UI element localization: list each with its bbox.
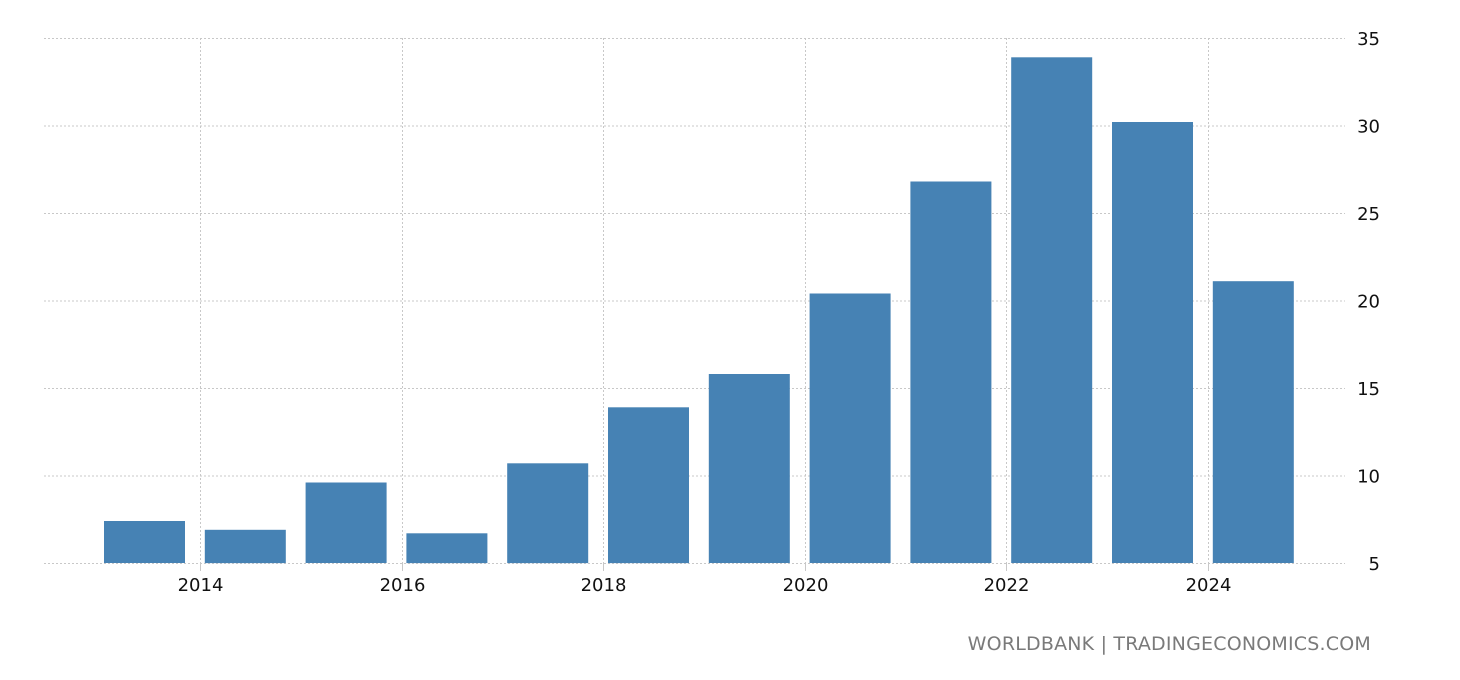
- source-credit: WORLDBANK | TRADINGECONOMICS.COM: [967, 633, 1371, 655]
- x-tick-label: 2024: [1186, 575, 1232, 596]
- x-tick-label: 2020: [783, 575, 829, 596]
- y-tick-label: 10: [1357, 467, 1380, 488]
- bar-2013: [104, 521, 185, 563]
- y-tick-label: 5: [1369, 554, 1380, 575]
- x-tick-label: 2022: [984, 575, 1030, 596]
- bar-2022: [1011, 57, 1093, 564]
- bar-2019: [708, 374, 790, 563]
- bar-2015: [305, 482, 387, 563]
- bar-2014: [204, 529, 286, 564]
- bar-2024: [1212, 281, 1294, 563]
- y-tick-label: 35: [1357, 29, 1380, 50]
- x-tick-label: 2014: [178, 575, 224, 596]
- bar-2017: [507, 463, 589, 564]
- bar-2023: [1112, 122, 1193, 563]
- bar-2021: [910, 181, 992, 563]
- bar-2018: [608, 407, 689, 564]
- y-tick-label: 15: [1357, 379, 1380, 400]
- bar-2016: [406, 533, 488, 564]
- bar-2020: [809, 293, 891, 563]
- y-tick-label: 25: [1357, 204, 1380, 225]
- x-tick-label: 2018: [581, 575, 627, 596]
- y-tick-label: 30: [1357, 117, 1380, 138]
- y-tick-label: 20: [1357, 292, 1380, 313]
- x-tick-label: 2016: [380, 575, 426, 596]
